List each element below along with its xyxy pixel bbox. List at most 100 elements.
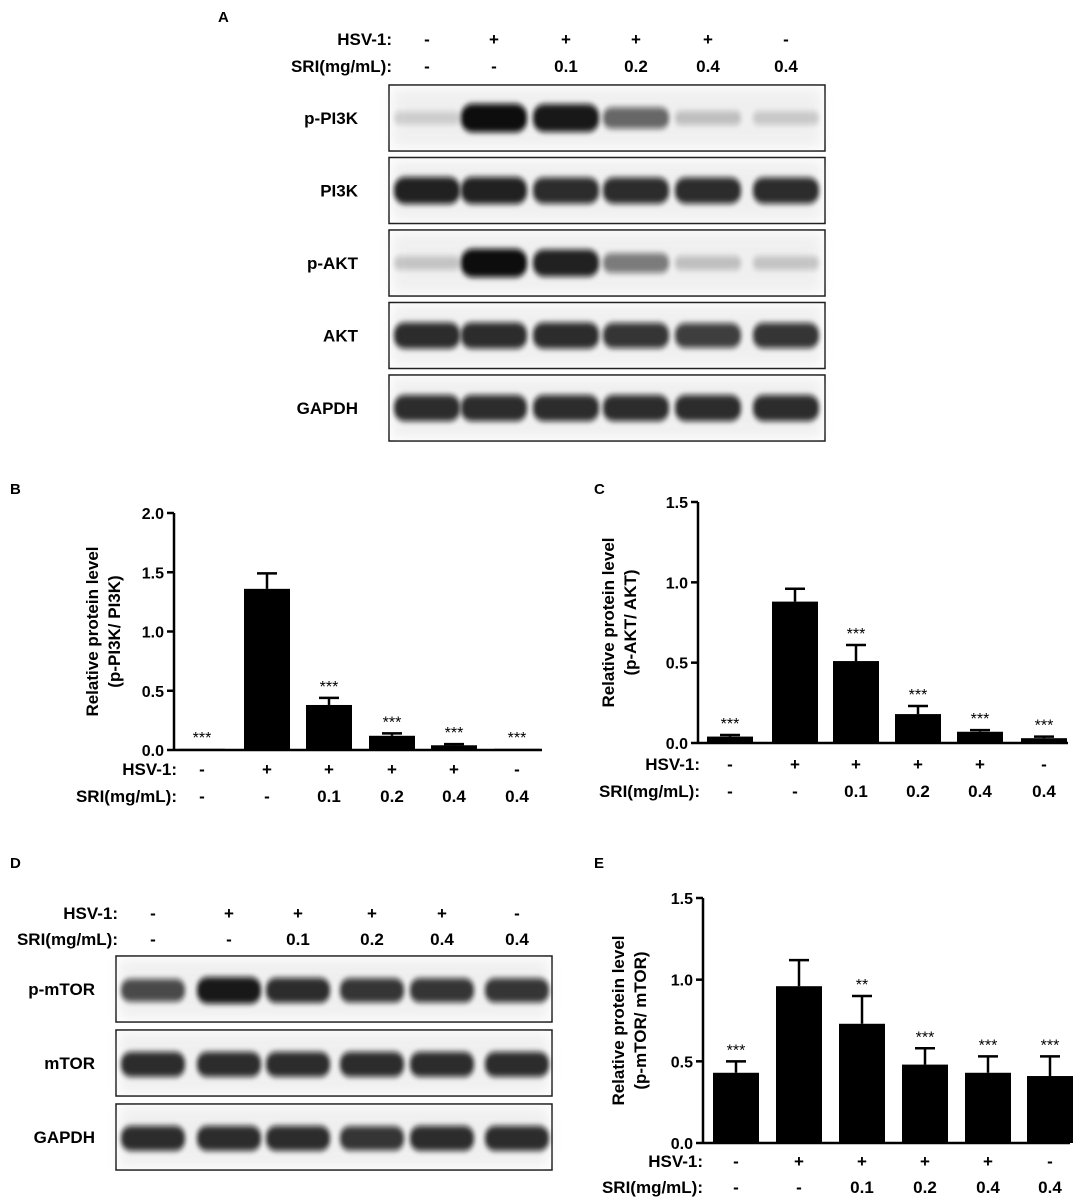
treatment-label-hsv: HSV-1:: [645, 755, 700, 774]
blot-band: [121, 979, 185, 1002]
blot-band: [394, 394, 460, 422]
significance-mark: ***: [1035, 718, 1054, 735]
bar-chart-e: 0.0 0.5 1.0 1.5 Relative protein level (p-mTO…: [602, 891, 1073, 1197]
y-tick-label: 0.5: [142, 684, 164, 701]
blot-band: [461, 322, 527, 349]
y-axis-label: Relative protein level: [599, 537, 618, 707]
blot-band: [753, 177, 819, 204]
protein-label: PI3K: [320, 182, 359, 201]
hsv-sign: +: [224, 904, 234, 923]
blot-band: [340, 1051, 404, 1077]
hsv-sign: +: [983, 1152, 993, 1171]
panel-c: C 0.0 0.5 1.0 1.5 Relative protein level (p-A…: [594, 481, 1068, 801]
bar: [902, 1064, 948, 1143]
hsv-sign: +: [703, 30, 713, 49]
sri-dose: 0.1: [554, 57, 578, 76]
blot-band: [753, 256, 819, 270]
blot-band: [394, 256, 460, 270]
bar: [244, 588, 290, 750]
significance-mark: ***: [979, 1037, 998, 1054]
treatment-label-sri: SRI(mg/mL):: [599, 782, 700, 801]
blot-band: [410, 1051, 474, 1077]
blot-band: [533, 104, 599, 132]
blot-band: [461, 103, 527, 133]
blot-strips: p-PI3K PI3K p-AKT AKT GAPDH: [297, 84, 826, 442]
blot-strip-GAPDH: GAPDH: [34, 1103, 553, 1171]
significance-mark: ***: [727, 1042, 746, 1059]
y-axis-label: Relative protein level: [83, 546, 102, 716]
bar: [839, 1023, 885, 1143]
panel-a: A HSV-1: SRI(mg/mL): - + + + + - - - 0.1 0.2 0.4 0…: [218, 9, 826, 442]
significance-mark: ***: [193, 730, 212, 747]
bar-chart-b: 0.0 0.5 1.0 1.5 2.0 Relative protein level (p-…: [76, 506, 542, 806]
sri-doses: - - 0.1 0.2 0.4 0.4: [150, 930, 529, 949]
y-tick-label: 0.0: [666, 736, 688, 753]
sri-dose: 0.4: [505, 787, 529, 806]
y-tick-label: 1.0: [671, 973, 693, 990]
significance-mark: ***: [1041, 1037, 1060, 1054]
sri-dose: 0.2: [906, 782, 930, 801]
bar: [772, 601, 818, 743]
hsv-sign: +: [324, 760, 334, 779]
blot-band: [603, 177, 669, 204]
protein-label: GAPDH: [34, 1128, 95, 1147]
protein-label: GAPDH: [297, 399, 358, 418]
hsv-sign: +: [794, 1152, 804, 1171]
blot-band: [410, 1125, 474, 1151]
sri-dose: 0.4: [442, 787, 466, 806]
hsv-sign: +: [857, 1152, 867, 1171]
blot-band: [485, 978, 549, 1003]
panel-e: E 0.0 0.5 1.0 1.5 Relative protein level (p-m…: [594, 855, 1073, 1197]
hsv-sign: -: [1041, 755, 1047, 774]
blot-band: [197, 1125, 261, 1151]
panel-letter-b: B: [10, 481, 21, 498]
hsv-sign: +: [387, 760, 397, 779]
hsv-sign: +: [262, 760, 272, 779]
hsv-sign: -: [783, 30, 789, 49]
bar: [306, 704, 352, 750]
bar: [179, 748, 225, 751]
blot-strip-p-AKT: p-AKT: [307, 229, 826, 297]
sri-dose: 0.2: [913, 1178, 937, 1197]
bar: [1027, 1076, 1073, 1143]
hsv-sign: -: [424, 30, 430, 49]
significance-mark: ***: [508, 730, 527, 747]
protein-label: p-PI3K: [304, 109, 359, 128]
significance-mark: ***: [383, 714, 402, 731]
y-tick-label: 2.0: [142, 506, 164, 523]
sri-dose: 0.4: [1038, 1178, 1062, 1197]
blot-band: [675, 323, 741, 348]
y-tick-label: 1.5: [671, 891, 693, 908]
sri-dose: -: [226, 930, 232, 949]
treatment-label-sri: SRI(mg/mL):: [602, 1178, 703, 1197]
blot-band: [394, 322, 460, 349]
significance-mark: ***: [445, 725, 464, 742]
blot-band: [485, 1051, 549, 1077]
blot-band: [340, 978, 404, 1003]
bar: [494, 748, 540, 751]
panel-letter-e: E: [594, 855, 604, 872]
panel-letter-d: D: [10, 855, 21, 872]
blot-band: [753, 394, 819, 422]
blot-background: [119, 1107, 549, 1167]
sri-dose: 0.4: [976, 1178, 1000, 1197]
y-tick-label: 0.0: [671, 1136, 693, 1153]
hsv-sign: +: [851, 755, 861, 774]
blot-band: [675, 110, 741, 126]
blot-band: [394, 177, 460, 204]
treatment-label-hsv: HSV-1:: [337, 30, 392, 49]
significance-mark: ***: [320, 679, 339, 696]
hsv-sign: -: [1047, 1152, 1053, 1171]
y-axis-label: (p-PI3K/ PI3K): [105, 575, 124, 687]
sri-dose: 0.4: [968, 782, 992, 801]
blot-band: [533, 322, 599, 349]
y-axis-label: (p-mTOR/ mTOR): [631, 951, 650, 1089]
panel-letter-a: A: [218, 9, 229, 26]
blot-band: [533, 249, 599, 277]
blot-background: [119, 1033, 549, 1093]
hsv-sign: +: [489, 30, 499, 49]
panel-d: D HSV-1: SRI(mg/mL): - + + + + - - - 0.1 0.2 0.4 0…: [10, 855, 553, 1171]
protein-label: p-AKT: [307, 254, 359, 273]
sri-dose: 0.2: [624, 57, 648, 76]
